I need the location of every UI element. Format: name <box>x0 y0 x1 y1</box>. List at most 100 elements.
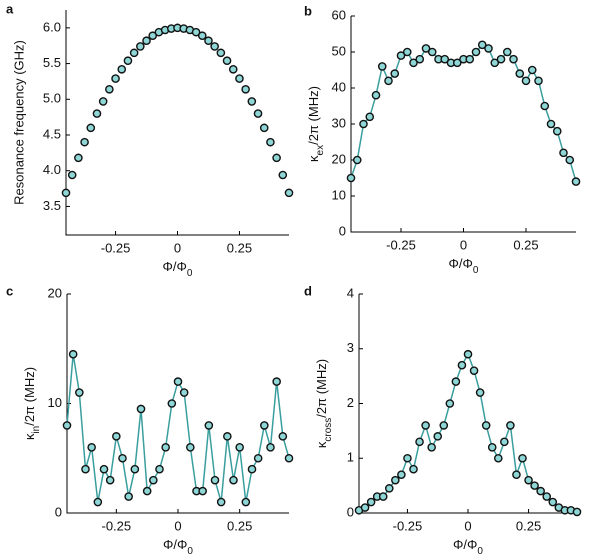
y-axis-label: κin/2π (MHz) <box>22 367 42 440</box>
data-point <box>346 173 356 183</box>
data-point <box>61 188 71 198</box>
data-point <box>67 170 77 180</box>
data-point <box>179 388 189 397</box>
data-point <box>565 155 575 165</box>
data-point <box>228 64 238 74</box>
data-point <box>530 481 539 490</box>
data-point <box>360 503 370 512</box>
data-point <box>384 484 394 493</box>
data-point <box>515 69 525 78</box>
axes <box>350 16 576 233</box>
data-point <box>536 486 545 496</box>
y-tick-label: 40 <box>332 79 346 94</box>
x-axis-label: Φ/Φ0 <box>453 537 483 557</box>
y-tick-label: 2 <box>347 395 354 410</box>
data-point <box>490 58 500 68</box>
data-point <box>229 475 238 485</box>
data-point <box>235 442 244 452</box>
data-point <box>366 497 376 507</box>
y-tick-label: 5.0 <box>43 91 61 106</box>
data-point <box>390 69 400 78</box>
data-point <box>253 109 263 118</box>
data-point <box>509 54 518 64</box>
y-tick-label: 20 <box>332 151 346 166</box>
y-axis-label-part: κ <box>22 433 37 440</box>
data-point <box>384 76 393 86</box>
x-axis-label-part: 0 <box>187 268 193 279</box>
y-axis-label: κex/2π (MHz) <box>306 86 326 162</box>
axes <box>66 294 289 514</box>
y-tick-label: 50 <box>332 43 346 58</box>
data-point <box>433 432 443 441</box>
data-point <box>397 470 406 479</box>
data-point <box>123 56 133 66</box>
data-point <box>518 453 527 463</box>
y-tick-label: 4 <box>347 285 354 300</box>
data-point <box>409 58 418 68</box>
data-point <box>149 475 158 485</box>
y-axis-label-part: /2π (MHz) <box>314 359 329 418</box>
y-tick-label: 5.5 <box>43 55 61 70</box>
y-axis-label: Resonance frequency (GHz) <box>11 40 26 205</box>
data-point <box>241 497 251 507</box>
data-point <box>266 137 275 147</box>
x-tick-label: -0.25 <box>393 518 423 533</box>
data-point <box>124 492 133 501</box>
y-tick-label: 30 <box>332 115 346 130</box>
data-point <box>445 399 455 408</box>
data-point <box>118 453 127 463</box>
panel-label: b <box>304 3 312 18</box>
data-point <box>130 464 140 474</box>
data-point <box>421 44 431 53</box>
data-point <box>173 377 183 386</box>
data-point <box>235 74 244 83</box>
data-point <box>409 464 418 474</box>
data-point <box>142 486 152 496</box>
data-point <box>493 453 503 463</box>
data-point <box>396 51 406 60</box>
y-tick-label: 0 <box>347 504 354 519</box>
data-point <box>440 54 450 64</box>
y-axis-label-part: κ <box>314 441 329 448</box>
x-tick-label: 0.25 <box>227 240 252 255</box>
y-tick-label: 10 <box>332 187 346 202</box>
data-point <box>161 442 170 452</box>
x-axis-label-part: Φ/Φ <box>163 537 187 552</box>
data-point <box>415 437 424 447</box>
data-point <box>216 48 226 58</box>
data-point <box>86 123 96 133</box>
data-point <box>253 453 263 463</box>
data-point <box>371 90 381 100</box>
data-point <box>241 84 250 94</box>
data-point <box>284 453 294 463</box>
x-axis-label-part: 0 <box>473 265 479 276</box>
data-point <box>540 101 550 111</box>
data-point <box>93 497 103 507</box>
data-point <box>524 475 533 485</box>
data-point <box>542 492 552 501</box>
data-point <box>365 112 375 122</box>
data-point <box>559 148 568 158</box>
data-point <box>98 97 108 106</box>
data-point <box>204 36 213 46</box>
data-point <box>352 155 362 165</box>
data-point <box>512 470 521 479</box>
data-point <box>452 58 462 68</box>
data-point <box>155 464 164 474</box>
data-point <box>247 97 257 106</box>
data-point <box>572 507 582 517</box>
data-point <box>99 464 109 474</box>
data-point <box>216 497 226 507</box>
data-point <box>92 109 102 118</box>
data-point <box>403 453 412 463</box>
data-point <box>484 44 493 53</box>
data-point <box>359 119 368 129</box>
data-point <box>167 399 177 408</box>
data-point <box>487 442 497 452</box>
data-point <box>247 464 257 474</box>
data-point <box>378 492 388 501</box>
data-point <box>80 137 89 147</box>
axes <box>65 10 289 236</box>
data-point <box>427 47 437 57</box>
panel-label: a <box>6 1 14 16</box>
